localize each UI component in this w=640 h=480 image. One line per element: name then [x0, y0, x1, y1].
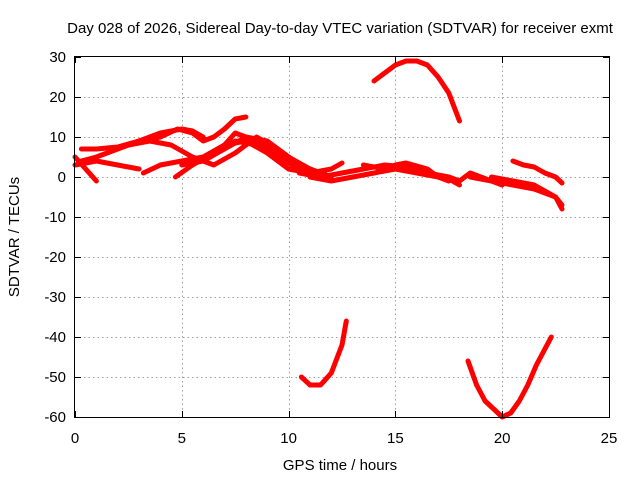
x-tick-label: 5	[178, 430, 186, 447]
y-axis-label: SDTVAR / TECUs	[6, 177, 23, 297]
x-tick-label: 0	[71, 430, 79, 447]
series-line-s2	[72, 154, 99, 184]
series-group	[72, 58, 565, 420]
x-axis-label: GPS time / hours	[283, 457, 397, 474]
y-tick-label: -10	[44, 209, 66, 226]
y-tick-label: -60	[44, 409, 66, 426]
axis-ticks: 0 5 10 15 20 25 -60 -50 -40 -30 -20 -10 0 10 20 30	[44, 49, 617, 447]
x-tick-label: 25	[601, 430, 618, 447]
y-tick-label: -50	[44, 369, 66, 386]
y-tick-label: 0	[58, 169, 66, 186]
y-tick-label: -30	[44, 289, 66, 306]
plot-frame	[74, 56, 610, 418]
y-tick-label: 30	[49, 49, 66, 66]
series-line-s1	[72, 158, 142, 172]
y-tick-label: 10	[49, 129, 66, 146]
series-line-s14	[489, 174, 565, 212]
series-line-s18	[465, 334, 554, 420]
y-tick-label: -20	[44, 249, 66, 266]
series-line-s16	[371, 58, 462, 124]
x-tick-label: 20	[494, 430, 511, 447]
series-line-s4	[78, 126, 206, 164]
y-tick-label: 20	[49, 89, 66, 106]
x-tick-label: 10	[280, 430, 297, 447]
series-line-s15	[510, 158, 565, 186]
y-tick-label: -40	[44, 329, 66, 346]
grid	[75, 57, 609, 417]
chart-title: Day 028 of 2026, Sidereal Day-to-day VTE…	[67, 20, 614, 37]
series-line-s17	[298, 318, 349, 388]
series-line-s12	[360, 160, 462, 188]
x-tick-label: 15	[387, 430, 404, 447]
series-line-s9	[200, 130, 324, 176]
